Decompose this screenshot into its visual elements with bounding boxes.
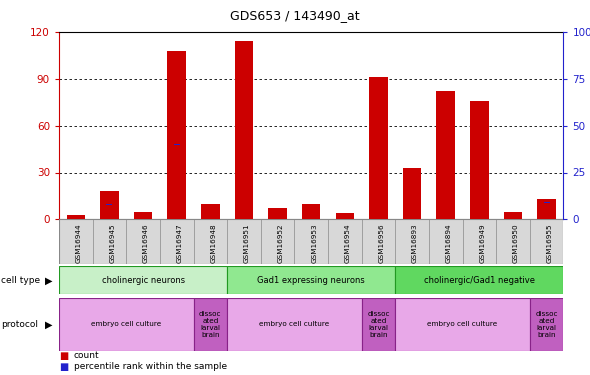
- Text: GSM16953: GSM16953: [312, 223, 317, 262]
- Text: GSM16955: GSM16955: [546, 223, 553, 262]
- Bar: [168, 51, 186, 219]
- Text: dissoc
ated
larval
brain: dissoc ated larval brain: [535, 311, 558, 338]
- Bar: [302, 204, 320, 219]
- Text: ■: ■: [59, 351, 68, 360]
- Bar: [336, 213, 354, 219]
- FancyBboxPatch shape: [59, 219, 563, 264]
- Text: GSM16944: GSM16944: [76, 223, 82, 262]
- Text: embryo cell culture: embryo cell culture: [427, 321, 498, 327]
- Bar: [201, 204, 219, 219]
- FancyBboxPatch shape: [59, 298, 194, 351]
- Text: GSM16948: GSM16948: [210, 223, 217, 262]
- Bar: [235, 41, 253, 219]
- FancyBboxPatch shape: [395, 266, 563, 294]
- Text: dissoc
ated
larval
brain: dissoc ated larval brain: [199, 311, 222, 338]
- Bar: [268, 209, 287, 219]
- Text: GSM16951: GSM16951: [244, 223, 250, 262]
- Text: ▶: ▶: [45, 320, 52, 329]
- FancyBboxPatch shape: [227, 298, 362, 351]
- Text: GDS653 / 143490_at: GDS653 / 143490_at: [230, 9, 360, 22]
- Text: dissoc
ated
larval
brain: dissoc ated larval brain: [367, 311, 390, 338]
- Text: GSM16945: GSM16945: [109, 223, 116, 262]
- Text: count: count: [74, 351, 99, 360]
- Text: cell type: cell type: [1, 276, 40, 285]
- Text: Gad1 expressing neurons: Gad1 expressing neurons: [257, 276, 365, 285]
- Bar: [537, 199, 556, 219]
- Text: ▶: ▶: [45, 275, 52, 285]
- Bar: [100, 191, 119, 219]
- Text: GSM16954: GSM16954: [345, 223, 351, 262]
- Text: ■: ■: [59, 362, 68, 372]
- Text: protocol: protocol: [1, 320, 38, 329]
- FancyBboxPatch shape: [227, 266, 395, 294]
- Bar: [67, 214, 85, 219]
- Text: GSM16950: GSM16950: [513, 223, 519, 262]
- Bar: [369, 77, 388, 219]
- Text: GSM16952: GSM16952: [277, 223, 284, 262]
- Bar: [437, 91, 455, 219]
- FancyBboxPatch shape: [194, 298, 227, 351]
- Text: cholinergic neurons: cholinergic neurons: [101, 276, 185, 285]
- Text: percentile rank within the sample: percentile rank within the sample: [74, 362, 227, 371]
- Bar: [134, 211, 152, 219]
- Bar: [504, 211, 522, 219]
- Text: GSM16894: GSM16894: [445, 223, 452, 262]
- FancyBboxPatch shape: [362, 298, 395, 351]
- Bar: [470, 100, 489, 219]
- Text: embryo cell culture: embryo cell culture: [91, 321, 162, 327]
- Text: cholinergic/Gad1 negative: cholinergic/Gad1 negative: [424, 276, 535, 285]
- FancyBboxPatch shape: [530, 298, 563, 351]
- Text: GSM16947: GSM16947: [177, 223, 183, 262]
- Text: GSM16893: GSM16893: [412, 223, 418, 262]
- Text: GSM16946: GSM16946: [143, 223, 149, 262]
- Text: GSM16956: GSM16956: [379, 223, 385, 262]
- Text: embryo cell culture: embryo cell culture: [259, 321, 330, 327]
- Text: GSM16949: GSM16949: [479, 223, 486, 262]
- FancyBboxPatch shape: [59, 266, 227, 294]
- Bar: [403, 168, 421, 219]
- FancyBboxPatch shape: [395, 298, 530, 351]
